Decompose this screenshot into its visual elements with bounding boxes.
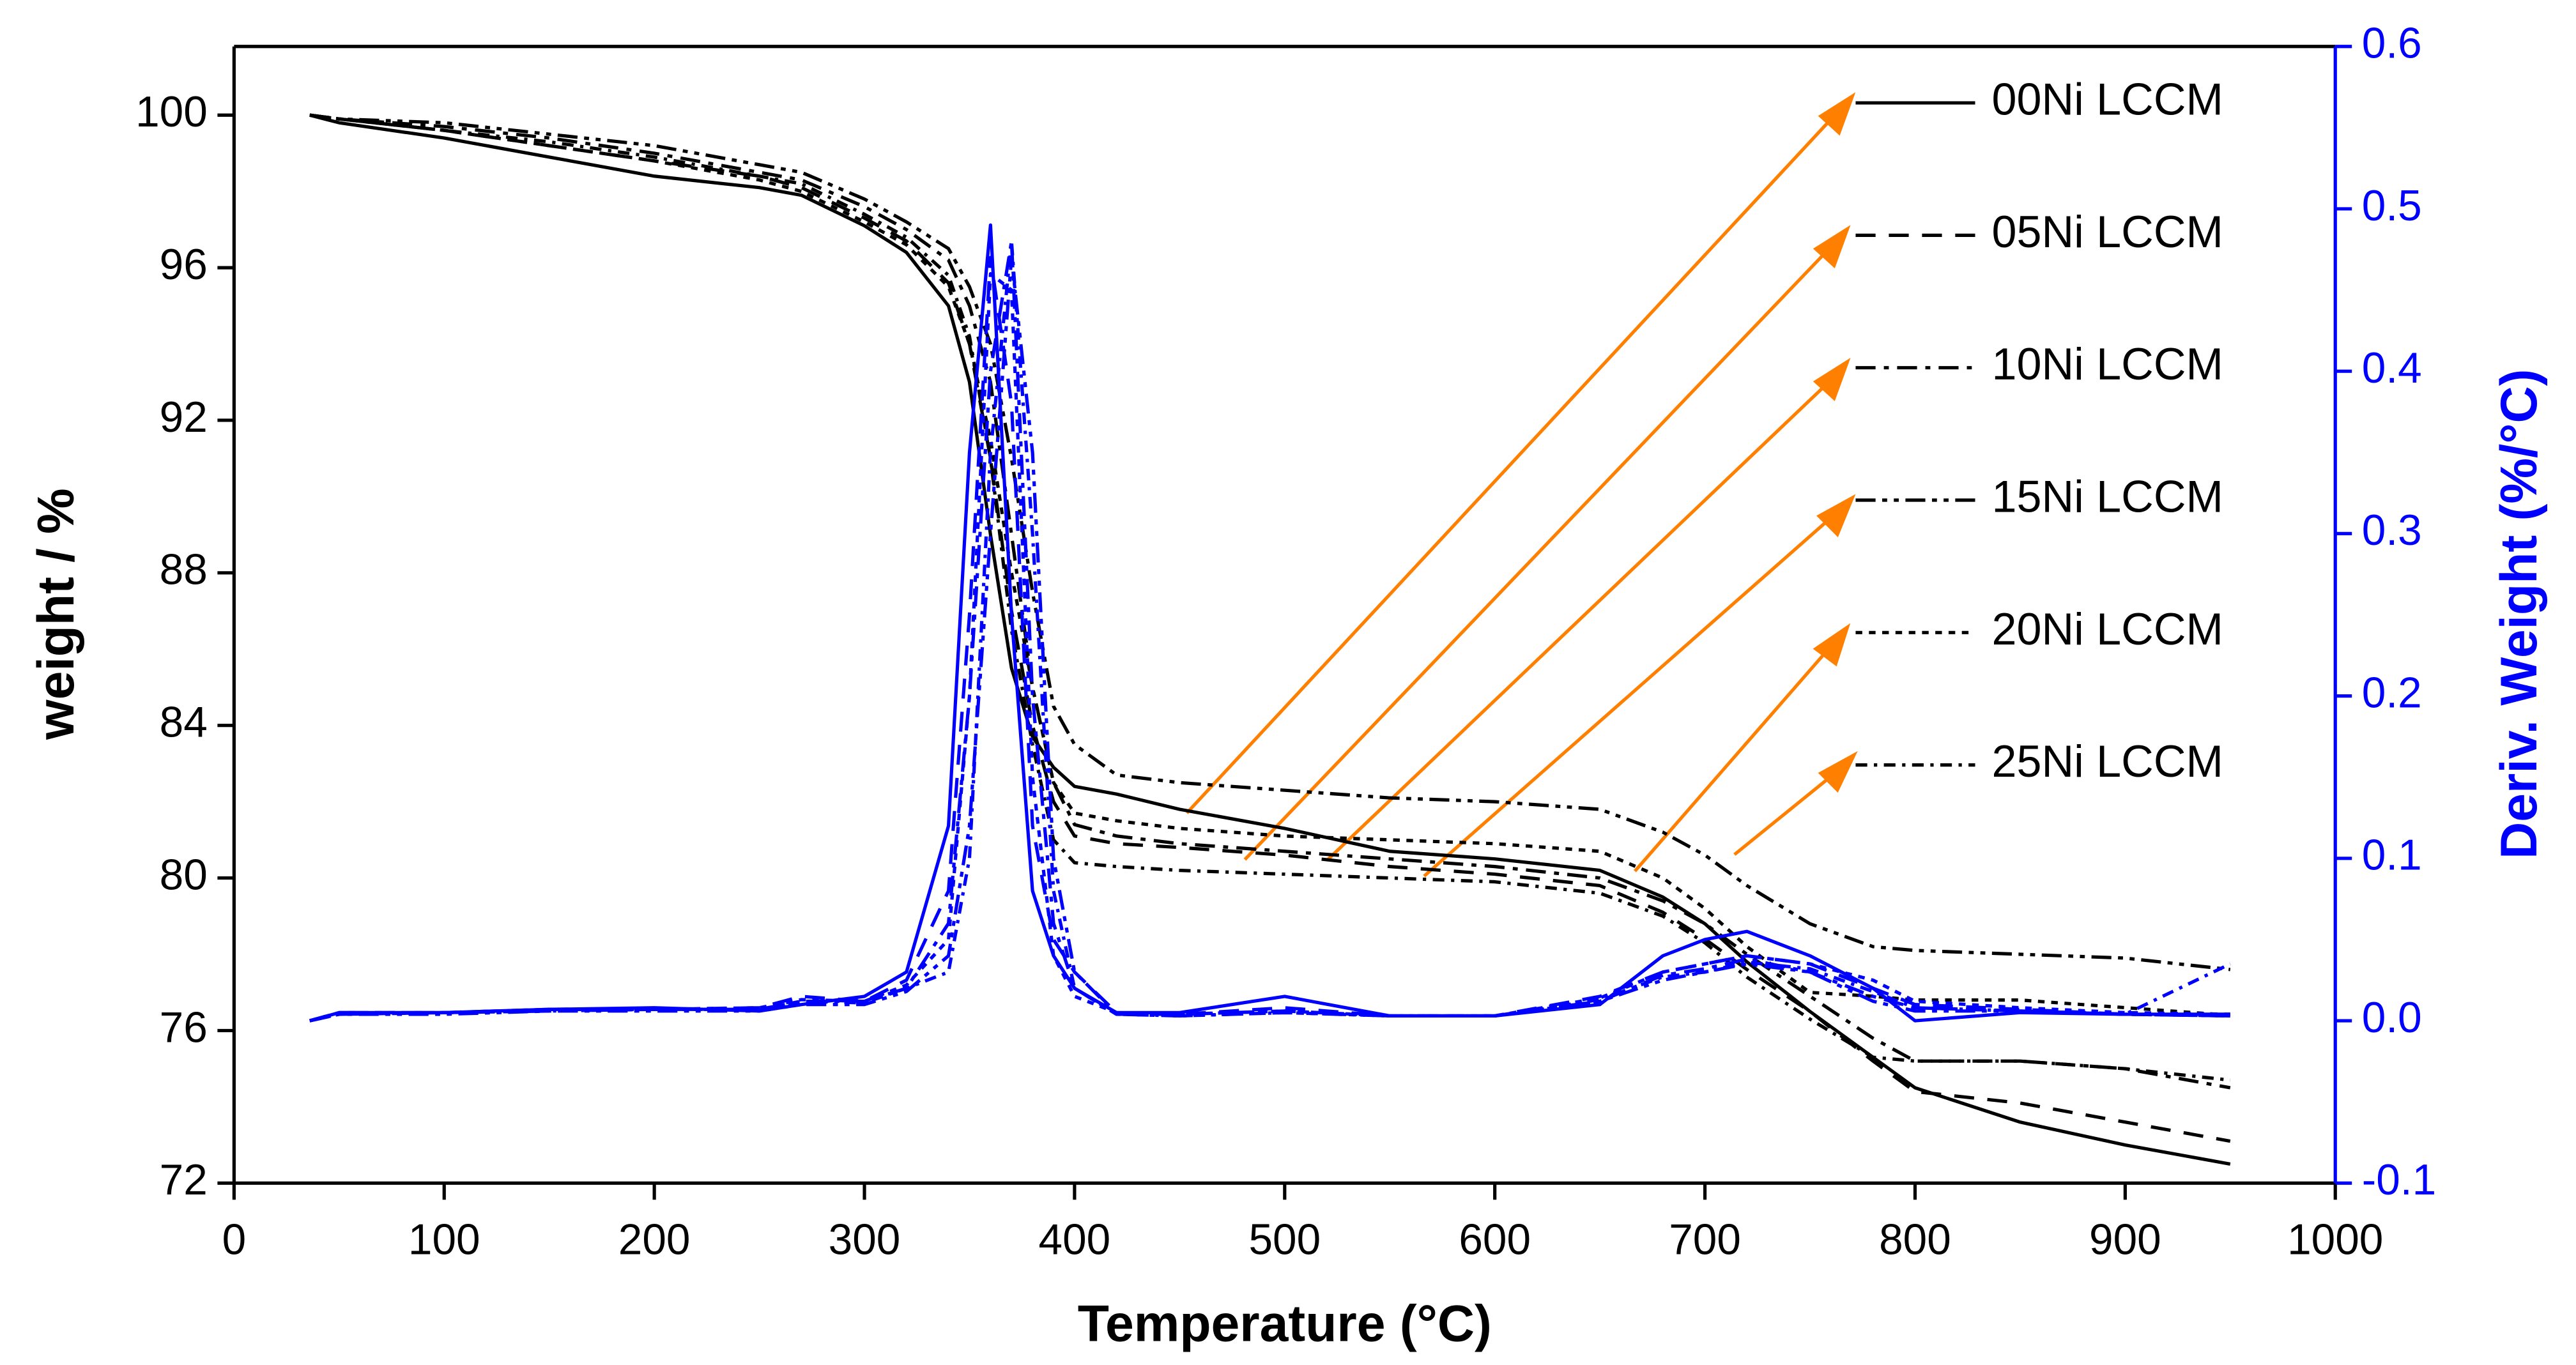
y2-tick-label: 0.1 (2362, 832, 2422, 880)
y-tick-label: 76 (160, 1003, 208, 1051)
x-tick-label: 100 (408, 1216, 480, 1264)
y2-axis-label: Deriv. Weight (%/°C) (2490, 369, 2548, 859)
y2-tick-label: -0.1 (2362, 1156, 2436, 1204)
x-tick-label: 900 (2089, 1216, 2161, 1264)
y2-tick-label: 0.6 (2362, 20, 2422, 68)
arrow (1733, 775, 1832, 856)
arrow-head (1813, 358, 1851, 402)
x-tick-label: 1000 (2287, 1216, 2383, 1264)
x-axis-label: Temperature (°C) (1078, 1295, 1492, 1353)
y2-tick-label: 0.4 (2362, 344, 2422, 392)
series-line (309, 240, 2231, 1023)
y-tick-label: 100 (135, 88, 208, 136)
legend-label: 25Ni LCCM (1991, 736, 2223, 786)
series-line (309, 113, 2231, 1082)
series-line (309, 113, 2231, 1090)
series-line (309, 113, 2231, 1166)
arrow-head (1818, 751, 1858, 793)
x-tick-label: 800 (1879, 1216, 1951, 1264)
legend-label: 10Ni LCCM (1991, 339, 2223, 389)
legend-label: 15Ni LCCM (1991, 472, 2223, 522)
arrow-head (1816, 494, 1856, 538)
series-line (309, 113, 2231, 1143)
series-line (309, 272, 2230, 1023)
x-tick-label: 300 (829, 1216, 901, 1264)
arrow (1633, 651, 1827, 873)
x-tick-label: 400 (1039, 1216, 1111, 1264)
series-line (309, 240, 2230, 1023)
arrows (1185, 92, 1858, 878)
y2-tick-label: 0.3 (2362, 507, 2422, 554)
series-line (309, 255, 2230, 1023)
x-tick-label: 0 (222, 1216, 247, 1264)
y-tick-label: 88 (160, 546, 208, 594)
y2-tick-label: 0.5 (2362, 182, 2422, 230)
series-line (309, 223, 2230, 1023)
y-tick-label: 92 (160, 393, 208, 441)
series-line (309, 255, 2230, 1023)
y-axis-label: weight / % (27, 488, 85, 740)
series-line (309, 113, 2231, 972)
y-tick-label: 72 (160, 1156, 208, 1204)
y-tick-label: 84 (160, 699, 208, 747)
legend-label: 05Ni LCCM (1991, 207, 2223, 257)
arrow-head (1813, 225, 1851, 269)
y-tick-label: 96 (160, 241, 208, 289)
x-tick-label: 500 (1248, 1216, 1321, 1264)
x-tick-label: 600 (1459, 1216, 1531, 1264)
legend-label: 20Ni LCCM (1991, 604, 2223, 654)
y2-tick-label: 0.0 (2362, 994, 2422, 1042)
legend-label: 00Ni LCCM (1991, 75, 2223, 125)
x-tick-label: 200 (618, 1216, 691, 1264)
arrow (1326, 383, 1827, 861)
arrow (1185, 118, 1832, 814)
arrow-head (1818, 92, 1856, 136)
y-tick-label: 80 (160, 851, 208, 899)
arrow (1423, 518, 1830, 878)
arrow-head (1813, 623, 1851, 667)
series-line (309, 113, 2230, 1018)
y2-tick-label: 0.2 (2362, 669, 2422, 717)
x-tick-label: 700 (1669, 1216, 1741, 1264)
arrow (1243, 251, 1827, 861)
